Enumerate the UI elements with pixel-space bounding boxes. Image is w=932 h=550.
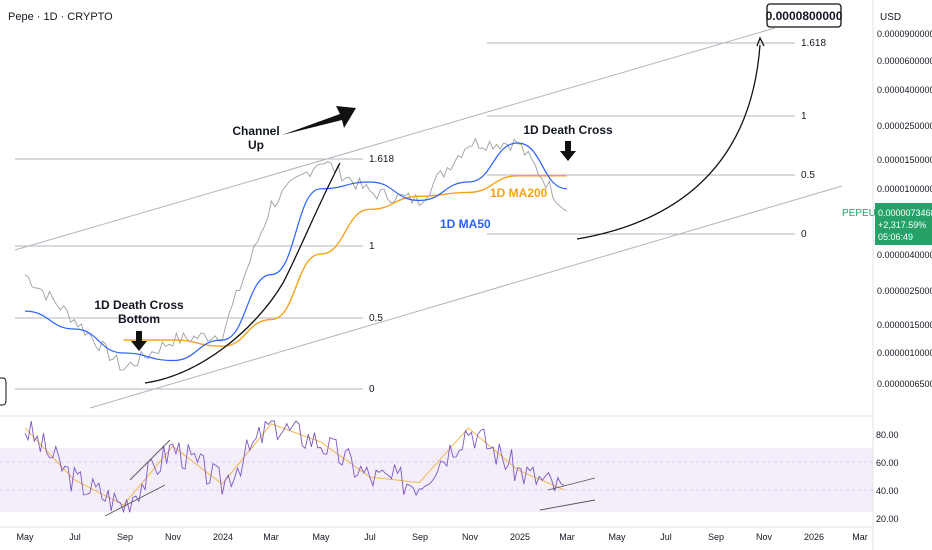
ticker-price: 0.0000073468 (878, 208, 932, 218)
currency-label: USD (880, 12, 901, 23)
fib-right-05-label: 0.5 (801, 170, 815, 181)
ma200-label: 1D MA200 (490, 186, 548, 200)
price-scale-label: 0.0000100000 (877, 184, 932, 194)
ticker-countdown: 05:06:49 (878, 232, 913, 242)
price-series-line (24, 137, 568, 371)
time-axis-label: May (16, 532, 34, 542)
price-scale-label: 0.0000015000 (877, 320, 932, 330)
time-axis-label: Sep (708, 532, 724, 542)
time-axis-label: Jul (69, 532, 81, 542)
time-axis-label: Jul (364, 532, 376, 542)
target-price-label: 0.0000800000 (766, 9, 843, 23)
fib-left-0-label: 0 (369, 384, 375, 395)
time-axis-label: May (608, 532, 626, 542)
time-axis-label: 2025 (510, 532, 530, 542)
time-axis-label: Sep (117, 532, 133, 542)
time-axis-label: Nov (756, 532, 773, 542)
price-scale-label: 0.0000250000 (877, 121, 932, 131)
target-price-box (766, 3, 842, 28)
fib-right-0-label: 0 (801, 229, 807, 240)
death-cross-bottom-arrow-icon (131, 331, 147, 351)
rsi-channel-upper (547, 477, 596, 491)
rsi-scale-80: 80.00 (876, 430, 899, 440)
time-axis-label: Nov (462, 532, 479, 542)
ma200-series-line (123, 175, 567, 347)
time-axis-label: Mar (263, 532, 279, 542)
time-axis-label: Jul (660, 532, 672, 542)
projection-curve-right (576, 44, 761, 240)
price-scale-label: 0.0000006500 (877, 379, 932, 389)
death-cross-top-arrow-icon (560, 141, 576, 161)
time-axis-label: May (312, 532, 330, 542)
rsi-trendline-1 (104, 484, 166, 517)
rsi-trendline-2 (129, 439, 171, 481)
ma50-label: 1D MA50 (440, 217, 491, 231)
fib-right-1-label: 1 (801, 111, 807, 122)
time-axis[interactable]: May Jul Sep Nov 2024 Mar May Jul Sep Nov 2025 Mar Ma… (16, 532, 867, 542)
fib-right-1618-label: 1.618 (801, 38, 826, 49)
rsi-scale-60: 60.00 (876, 458, 899, 468)
channel-upper-line (14, 27, 776, 251)
series-layer (24, 137, 568, 371)
time-axis-label: Mar (559, 532, 575, 542)
rsi-line (24, 420, 565, 514)
price-scale-label: 0.0000025000 (877, 286, 932, 296)
rsi-ma-line (24, 423, 565, 506)
time-axis-label: 2024 (213, 532, 233, 542)
projection-arrowhead (756, 36, 765, 47)
price-scale-label: 0.0000600000 (877, 56, 932, 66)
rsi-scale-40: 40.00 (876, 486, 899, 496)
projection-curve-left (144, 162, 341, 384)
channel-up-label-1: Channel (232, 124, 279, 138)
price-scale-label: 0.0000400000 (877, 85, 932, 95)
price-scale-label: 0.0000150000 (877, 155, 932, 165)
channel-up-label-2: Up (248, 138, 264, 152)
channel-lower-line (89, 185, 843, 409)
rsi-channel-lower (539, 499, 596, 511)
chart-title: Pepe · 1D · CRYPTO (8, 11, 113, 23)
channel-up-arrow-icon (282, 106, 356, 135)
death-cross-bottom-label-2: Bottom (118, 312, 160, 326)
death-cross-bottom-label-1: 1D Death Cross (94, 298, 184, 312)
time-axis-label: Mar (852, 532, 868, 542)
death-cross-top-label: 1D Death Cross (523, 123, 613, 137)
ticker-change: +2,317.59% (878, 220, 926, 230)
price-scale-label: 0.0000040000 (877, 250, 932, 260)
time-axis-label: Sep (412, 532, 428, 542)
ticker-price-badge (875, 203, 932, 245)
rsi-scale-20: 20.00 (876, 514, 899, 524)
fib-left-1618-label: 1.618 (369, 154, 394, 165)
price-scale-label: 0.0000010000 (877, 348, 932, 358)
ma50-series-line (24, 142, 568, 362)
rsi-band (0, 448, 873, 512)
rsi-layer (24, 420, 565, 514)
fib-left-1-label: 1 (369, 241, 375, 252)
ticker-symbol: PEPEUSD (842, 208, 890, 219)
price-scale-label: 0.0000900000 (877, 29, 932, 39)
time-axis-label: 2026 (804, 532, 824, 542)
fib-left-05-label: 0.5 (369, 313, 383, 324)
left-edge-marker (0, 377, 7, 406)
time-axis-label: Nov (165, 532, 182, 542)
